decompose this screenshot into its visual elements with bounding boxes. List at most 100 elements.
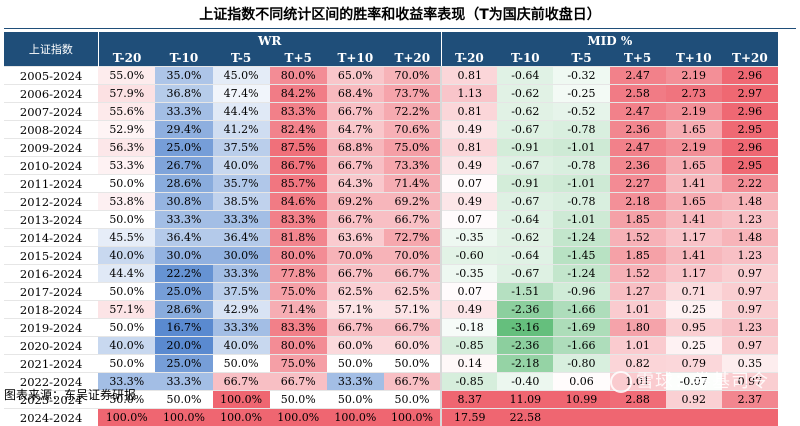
- table-cell: 33.3%: [155, 373, 212, 391]
- table-cell: 64.3%: [327, 175, 384, 193]
- column-header: T+10: [327, 50, 384, 67]
- column-header: T+10: [666, 50, 722, 67]
- table-cell: 2.58: [610, 85, 666, 103]
- column-header: T+5: [270, 50, 327, 67]
- table-cell: 75.0%: [270, 283, 327, 301]
- table-cell: 11.09: [497, 391, 553, 409]
- table-cell: 1.41: [666, 211, 722, 229]
- column-header: T+20: [384, 50, 441, 67]
- table-cell: 28.6%: [155, 301, 212, 319]
- table-cell: 72.7%: [384, 229, 441, 247]
- table-cell: -0.67: [497, 265, 553, 283]
- table-cell: 2.19: [666, 103, 722, 121]
- table-cell: 87.5%: [270, 139, 327, 157]
- table-cell: 0.25: [666, 301, 722, 319]
- table-cell: 2.36: [610, 121, 666, 139]
- table-cell: 73.7%: [384, 85, 441, 103]
- column-header: T-20: [441, 50, 497, 67]
- table-cell: 33.3%: [155, 211, 212, 229]
- table-cell: 66.7%: [327, 157, 384, 175]
- table-cell: -1.45: [553, 247, 609, 265]
- table-cell: -0.40: [497, 373, 553, 391]
- table-cell: 33.3%: [213, 319, 270, 337]
- table-cell: 1.41: [666, 247, 722, 265]
- table-cell: -0.91: [497, 175, 553, 193]
- table-cell: 69.2%: [327, 193, 384, 211]
- table-cell: 53.3%: [98, 157, 155, 175]
- table-cell: 25.0%: [155, 355, 212, 373]
- table-cell: 1.23: [722, 247, 778, 265]
- table-cell: 72.2%: [384, 103, 441, 121]
- column-header: T-5: [553, 50, 609, 67]
- group-header-mid: MID %: [441, 32, 778, 50]
- table-cell: 80.0%: [270, 337, 327, 355]
- table-cell: 38.5%: [213, 193, 270, 211]
- table-cell: -0.62: [497, 229, 553, 247]
- table-cell: -0.91: [497, 139, 553, 157]
- table-cell: 20.0%: [155, 337, 212, 355]
- table-cell: 40.0%: [213, 337, 270, 355]
- table-cell: -2.36: [497, 337, 553, 355]
- table-cell: -1.01: [553, 139, 609, 157]
- table-cell: 100.0%: [213, 409, 270, 426]
- table-cell: -0.35: [441, 265, 497, 283]
- table-cell: 40.0%: [98, 247, 155, 265]
- table-cell: 1.52: [610, 265, 666, 283]
- table-cell: 50.0%: [98, 319, 155, 337]
- table-cell: 66.7%: [213, 373, 270, 391]
- table-cell: 0.06: [553, 373, 609, 391]
- row-label: 2005-2024: [4, 67, 98, 85]
- table-cell: 0.49: [441, 157, 497, 175]
- table-cell: 2.96: [722, 67, 778, 85]
- table-cell: 53.8%: [98, 193, 155, 211]
- table-cell: 86.7%: [270, 157, 327, 175]
- table-cell: -0.67: [497, 157, 553, 175]
- table-cell: 100.0%: [270, 409, 327, 426]
- table-cell: 100.0%: [155, 409, 212, 426]
- table-cell: -3.16: [497, 319, 553, 337]
- table-cell: 1.48: [722, 229, 778, 247]
- table-cell: 25.0%: [155, 139, 212, 157]
- table-cell: 36.4%: [155, 229, 212, 247]
- source-note: 图表来源：东吴证券研报: [4, 386, 136, 403]
- table-cell: 1.85: [610, 211, 666, 229]
- column-header: T-10: [497, 50, 553, 67]
- table-cell: 47.4%: [213, 85, 270, 103]
- table-cell: 2.73: [666, 85, 722, 103]
- table-cell: 55.0%: [98, 67, 155, 85]
- table-cell: -1.24: [553, 265, 609, 283]
- table-cell: 2.96: [722, 103, 778, 121]
- table-cell: 85.7%: [270, 175, 327, 193]
- table-cell: 0.71: [666, 283, 722, 301]
- table-cell: 30.0%: [213, 247, 270, 265]
- watermark-logo-icon: [610, 371, 632, 393]
- table-cell: 83.3%: [270, 211, 327, 229]
- table-cell: 0.97: [722, 265, 778, 283]
- table-cell: 81.8%: [270, 229, 327, 247]
- table-cell: 68.8%: [327, 139, 384, 157]
- table-cell: 66.7%: [327, 103, 384, 121]
- table-cell: 1.01: [610, 337, 666, 355]
- table-cell: 25.0%: [155, 283, 212, 301]
- table-cell: 36.4%: [213, 229, 270, 247]
- table-cell: 2.95: [722, 157, 778, 175]
- table-cell: 44.4%: [98, 265, 155, 283]
- table-cell: 57.1%: [327, 301, 384, 319]
- table-cell: 0.92: [666, 391, 722, 409]
- table-cell: 60.0%: [327, 337, 384, 355]
- table-cell: -0.64: [497, 211, 553, 229]
- table-cell: 100.0%: [98, 409, 155, 426]
- column-header: T-20: [98, 50, 155, 67]
- table-cell: 0.07: [441, 283, 497, 301]
- table-cell: 33.3%: [155, 103, 212, 121]
- table-cell: 2.36: [610, 157, 666, 175]
- table-cell: -0.96: [553, 283, 609, 301]
- table-cell: 1.17: [666, 229, 722, 247]
